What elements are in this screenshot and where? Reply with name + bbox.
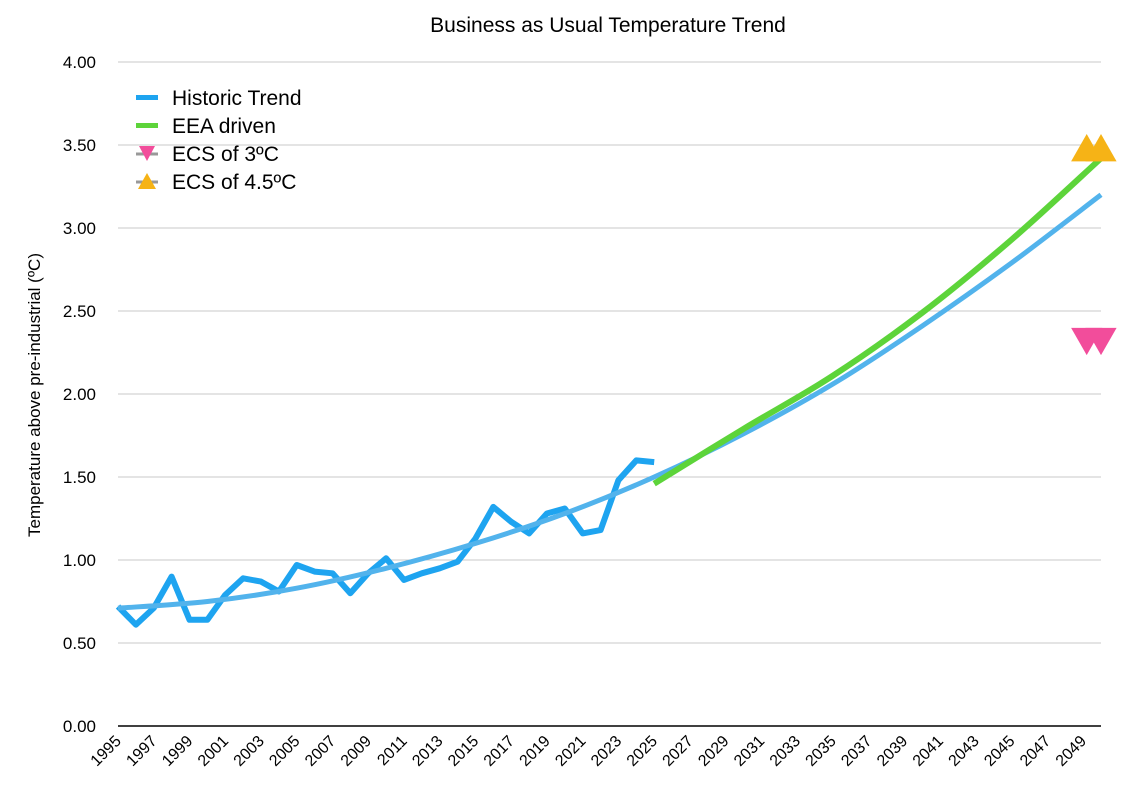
y-tick-label: 3.00 bbox=[63, 219, 96, 238]
series-line-observed bbox=[115, 457, 655, 628]
y-tick-label: 2.00 bbox=[63, 385, 96, 404]
x-tick-label: 2001 bbox=[195, 733, 232, 770]
y-tick-label: 4.00 bbox=[63, 53, 96, 72]
x-tick-label: 2003 bbox=[231, 733, 268, 770]
y-axis-label: Temperature above pre-industrial (ºC) bbox=[25, 253, 44, 537]
x-tick-label: 1999 bbox=[159, 733, 196, 770]
markers bbox=[1071, 134, 1117, 356]
chart-title: Business as Usual Temperature Trend bbox=[430, 14, 786, 37]
series-line-projection bbox=[652, 156, 1104, 487]
x-tick-label: 2005 bbox=[266, 733, 303, 770]
x-tick-label: 2049 bbox=[1053, 733, 1090, 770]
x-tick-label: 2029 bbox=[695, 733, 732, 770]
x-tick-label: 2021 bbox=[552, 733, 589, 770]
x-tick-label: 2041 bbox=[910, 733, 947, 770]
x-tick-label: 2007 bbox=[302, 733, 339, 770]
x-tick-label: 2013 bbox=[409, 733, 446, 770]
x-tick-label: 2039 bbox=[874, 733, 911, 770]
x-tick-label: 2017 bbox=[481, 733, 518, 770]
grid bbox=[118, 61, 1101, 644]
x-tick-label: 2025 bbox=[624, 733, 661, 770]
x-tick-label: 2027 bbox=[660, 733, 697, 770]
series bbox=[115, 156, 1104, 628]
ecs-4-5-marker bbox=[1085, 134, 1117, 162]
legend-label: ECS of 3ºC bbox=[172, 143, 279, 166]
legend-swatch bbox=[138, 173, 156, 189]
y-tick-label: 3.50 bbox=[63, 136, 96, 155]
x-tick-label: 1997 bbox=[123, 733, 160, 770]
x-tick-label: 2045 bbox=[981, 733, 1018, 770]
x-tick-label: 2009 bbox=[338, 733, 375, 770]
legend-label: EEA driven bbox=[172, 115, 276, 138]
y-tick-label: 0.50 bbox=[63, 634, 96, 653]
x-tick-label: 2043 bbox=[946, 733, 983, 770]
legend-swatch bbox=[136, 95, 158, 100]
x-tick-label: 2047 bbox=[1017, 733, 1054, 770]
y-tick-label: 2.50 bbox=[63, 302, 96, 321]
legend-label: Historic Trend bbox=[172, 87, 302, 110]
y-tick-label: 1.00 bbox=[63, 551, 96, 570]
series-line-trend bbox=[117, 192, 1103, 611]
legend-swatch bbox=[136, 123, 158, 128]
x-tick-label: 2031 bbox=[731, 733, 768, 770]
y-tick-label: 0.00 bbox=[63, 717, 96, 736]
x-tick-label: 1995 bbox=[88, 733, 125, 770]
legend-label: ECS of 4.5ºC bbox=[172, 171, 296, 194]
y-tick-label: 1.50 bbox=[63, 468, 96, 487]
ecs-3-marker bbox=[1085, 327, 1117, 356]
x-tick-label: 2015 bbox=[445, 733, 482, 770]
legend-swatch bbox=[139, 146, 155, 161]
x-tick-label: 2035 bbox=[803, 733, 840, 770]
x-tick-label: 2011 bbox=[374, 733, 410, 769]
x-tick-label: 2033 bbox=[767, 733, 804, 770]
x-tick-label: 2019 bbox=[517, 733, 554, 770]
x-tick-label: 2023 bbox=[588, 733, 625, 770]
legend: Historic Trend EEA driven ECS of 3ºC ECS of… bbox=[136, 87, 302, 194]
x-tick-label: 2037 bbox=[838, 733, 875, 770]
